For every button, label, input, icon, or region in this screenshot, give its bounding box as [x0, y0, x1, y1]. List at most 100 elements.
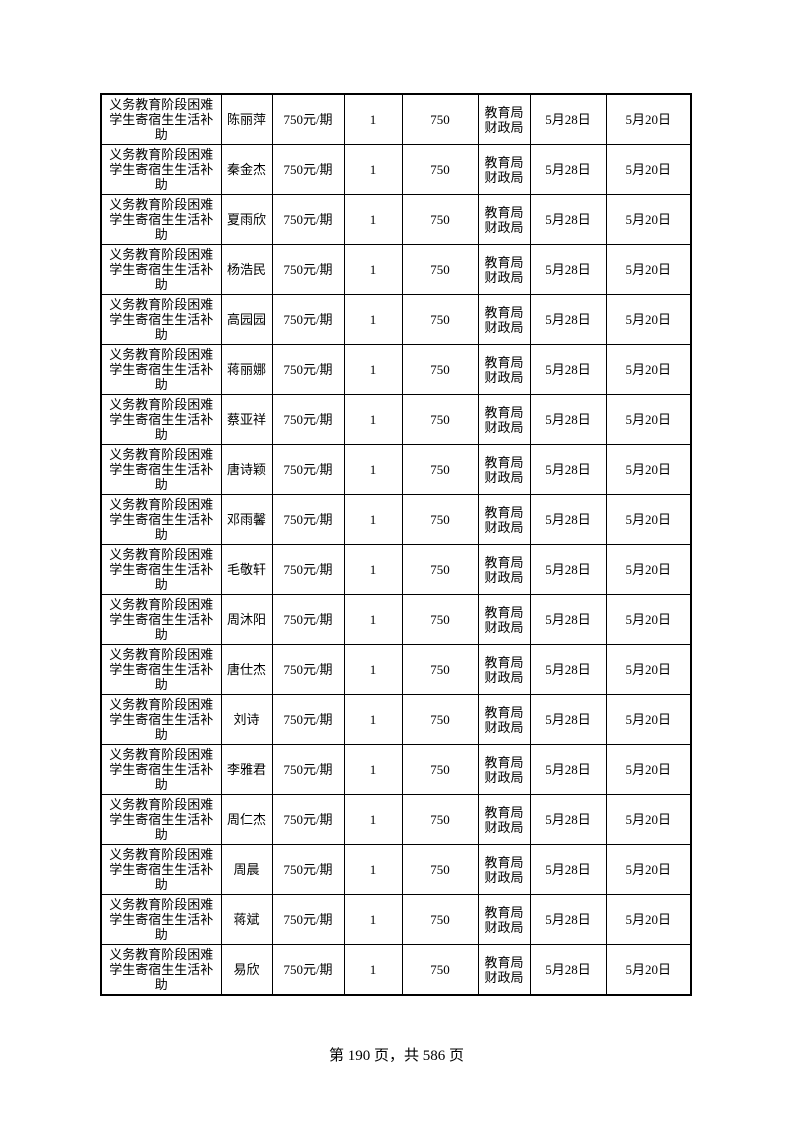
cell-issue-date: 5月20日	[605, 394, 692, 445]
cell-standard: 750元/期	[271, 844, 345, 895]
cell-project: 义务教育阶段困难学生寄宿生生活补助	[100, 294, 222, 345]
cell-issue-date: 5月20日	[605, 93, 692, 145]
table-row: 义务教育阶段困难学生寄宿生生活补助 蔡亚祥 750元/期 1 750 教育局 财政局 5月2…	[100, 394, 692, 445]
cell-count: 1	[343, 394, 403, 445]
cell-departments: 教育局 财政局	[477, 844, 531, 895]
cell-project: 义务教育阶段困难学生寄宿生生活补助	[100, 744, 222, 795]
cell-count: 1	[343, 93, 403, 145]
cell-departments: 教育局 财政局	[477, 194, 531, 245]
cell-standard: 750元/期	[271, 344, 345, 395]
cell-standard: 750元/期	[271, 544, 345, 595]
cell-departments: 教育局 财政局	[477, 394, 531, 445]
table-row: 义务教育阶段困难学生寄宿生生活补助 李雅君 750元/期 1 750 教育局 财政局 5月2…	[100, 744, 692, 795]
cell-name: 蔡亚祥	[220, 394, 273, 445]
cell-review-date: 5月28日	[529, 144, 607, 195]
cell-name: 高园园	[220, 294, 273, 345]
cell-departments: 教育局 财政局	[477, 944, 531, 996]
cell-project: 义务教育阶段困难学生寄宿生生活补助	[100, 894, 222, 945]
cell-project: 义务教育阶段困难学生寄宿生生活补助	[100, 694, 222, 745]
cell-project: 义务教育阶段困难学生寄宿生生活补助	[100, 394, 222, 445]
cell-name: 蒋斌	[220, 894, 273, 945]
cell-review-date: 5月28日	[529, 444, 607, 495]
cell-amount: 750	[401, 694, 479, 745]
cell-issue-date: 5月20日	[605, 494, 692, 545]
cell-departments: 教育局 财政局	[477, 294, 531, 345]
cell-name: 邓雨馨	[220, 494, 273, 545]
table-row: 义务教育阶段困难学生寄宿生生活补助 周晨 750元/期 1 750 教育局 财政局 5月28…	[100, 844, 692, 895]
cell-project: 义务教育阶段困难学生寄宿生生活补助	[100, 344, 222, 395]
table-row: 义务教育阶段困难学生寄宿生生活补助 周沐阳 750元/期 1 750 教育局 财政局 5月2…	[100, 594, 692, 645]
cell-name: 毛敬轩	[220, 544, 273, 595]
cell-name: 陈丽萍	[220, 93, 273, 145]
cell-review-date: 5月28日	[529, 93, 607, 145]
cell-project: 义务教育阶段困难学生寄宿生生活补助	[100, 244, 222, 295]
table-row: 义务教育阶段困难学生寄宿生生活补助 陈丽萍 750元/期 1 750 教育局 财政局 5月2…	[100, 93, 692, 145]
table-row: 义务教育阶段困难学生寄宿生生活补助 蒋丽娜 750元/期 1 750 教育局 财政局 5月2…	[100, 344, 692, 395]
cell-issue-date: 5月20日	[605, 544, 692, 595]
cell-departments: 教育局 财政局	[477, 144, 531, 195]
cell-project: 义务教育阶段困难学生寄宿生生活补助	[100, 844, 222, 895]
cell-issue-date: 5月20日	[605, 144, 692, 195]
cell-count: 1	[343, 944, 403, 996]
cell-count: 1	[343, 894, 403, 945]
cell-project: 义务教育阶段困难学生寄宿生生活补助	[100, 444, 222, 495]
cell-issue-date: 5月20日	[605, 944, 692, 996]
cell-issue-date: 5月20日	[605, 694, 692, 745]
cell-review-date: 5月28日	[529, 194, 607, 245]
cell-issue-date: 5月20日	[605, 244, 692, 295]
cell-review-date: 5月28日	[529, 944, 607, 996]
cell-count: 1	[343, 594, 403, 645]
cell-amount: 750	[401, 494, 479, 545]
cell-standard: 750元/期	[271, 794, 345, 845]
table-row: 义务教育阶段困难学生寄宿生生活补助 秦金杰 750元/期 1 750 教育局 财政局 5月2…	[100, 144, 692, 195]
cell-name: 秦金杰	[220, 144, 273, 195]
cell-issue-date: 5月20日	[605, 294, 692, 345]
cell-count: 1	[343, 644, 403, 695]
cell-name: 杨浩民	[220, 244, 273, 295]
cell-review-date: 5月28日	[529, 594, 607, 645]
cell-project: 义务教育阶段困难学生寄宿生生活补助	[100, 93, 222, 145]
cell-review-date: 5月28日	[529, 744, 607, 795]
cell-standard: 750元/期	[271, 594, 345, 645]
cell-departments: 教育局 财政局	[477, 544, 531, 595]
cell-project: 义务教育阶段困难学生寄宿生生活补助	[100, 944, 222, 996]
cell-departments: 教育局 财政局	[477, 93, 531, 145]
table-row: 义务教育阶段困难学生寄宿生生活补助 杨浩民 750元/期 1 750 教育局 财政局 5月2…	[100, 244, 692, 295]
cell-departments: 教育局 财政局	[477, 744, 531, 795]
cell-amount: 750	[401, 244, 479, 295]
cell-count: 1	[343, 694, 403, 745]
cell-review-date: 5月28日	[529, 494, 607, 545]
table-row: 义务教育阶段困难学生寄宿生生活补助 蒋斌 750元/期 1 750 教育局 财政局 5月28…	[100, 894, 692, 945]
cell-standard: 750元/期	[271, 144, 345, 195]
table-row: 义务教育阶段困难学生寄宿生生活补助 周仁杰 750元/期 1 750 教育局 财政局 5月2…	[100, 794, 692, 845]
cell-departments: 教育局 财政局	[477, 344, 531, 395]
table-row: 义务教育阶段困难学生寄宿生生活补助 高园园 750元/期 1 750 教育局 财政局 5月2…	[100, 294, 692, 345]
cell-amount: 750	[401, 644, 479, 695]
cell-name: 周晨	[220, 844, 273, 895]
cell-issue-date: 5月20日	[605, 744, 692, 795]
cell-issue-date: 5月20日	[605, 844, 692, 895]
cell-name: 唐仕杰	[220, 644, 273, 695]
cell-count: 1	[343, 544, 403, 595]
cell-issue-date: 5月20日	[605, 444, 692, 495]
cell-review-date: 5月28日	[529, 644, 607, 695]
cell-amount: 750	[401, 594, 479, 645]
cell-name: 蒋丽娜	[220, 344, 273, 395]
cell-name: 周沐阳	[220, 594, 273, 645]
cell-project: 义务教育阶段困难学生寄宿生生活补助	[100, 494, 222, 545]
cell-amount: 750	[401, 744, 479, 795]
cell-project: 义务教育阶段困难学生寄宿生生活补助	[100, 544, 222, 595]
cell-review-date: 5月28日	[529, 544, 607, 595]
cell-departments: 教育局 财政局	[477, 594, 531, 645]
cell-amount: 750	[401, 894, 479, 945]
cell-amount: 750	[401, 93, 479, 145]
cell-amount: 750	[401, 944, 479, 996]
cell-project: 义务教育阶段困难学生寄宿生生活补助	[100, 144, 222, 195]
cell-name: 夏雨欣	[220, 194, 273, 245]
cell-issue-date: 5月20日	[605, 594, 692, 645]
cell-name: 唐诗颖	[220, 444, 273, 495]
cell-departments: 教育局 财政局	[477, 894, 531, 945]
cell-departments: 教育局 财政局	[477, 494, 531, 545]
cell-departments: 教育局 财政局	[477, 694, 531, 745]
